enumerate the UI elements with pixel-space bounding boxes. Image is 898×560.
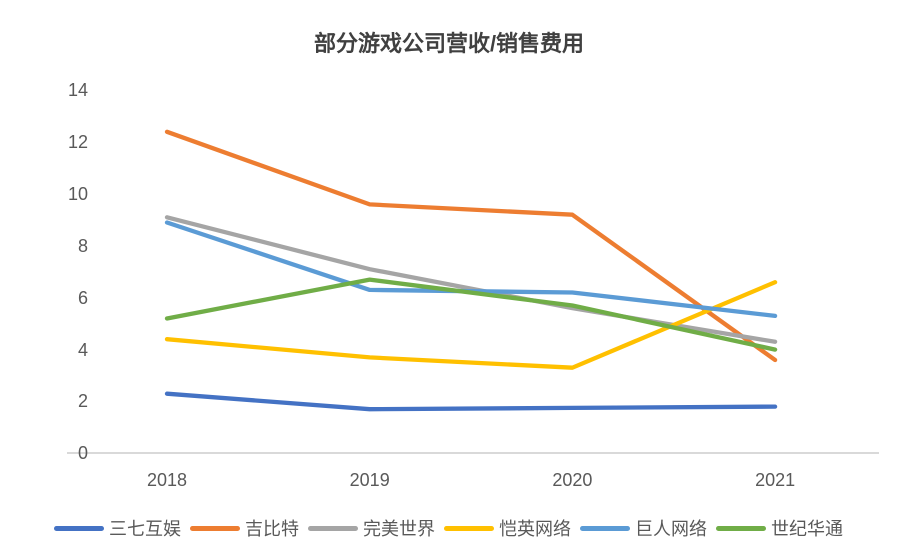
series-line-吉比特 [164,129,778,363]
series-line-三七互娱 [164,391,778,412]
legend-label: 三七互娱 [109,519,181,539]
x-axis-line [67,452,879,454]
legend-line-swatch [190,525,240,531]
legend-label: 吉比特 [245,519,299,539]
legend-item: 巨人网络 [580,515,707,541]
legend-item: 三七互娱 [54,515,181,541]
legend-label: 巨人网络 [635,519,707,539]
legend-line-swatch [308,525,358,531]
legend-label: 完美世界 [363,519,435,539]
legend-line-swatch [716,525,766,531]
chart-title: 部分游戏公司营收/销售费用 [313,31,585,56]
legend-item: 世纪华通 [716,515,843,541]
legend-line-swatch [444,525,494,531]
legend-line-swatch [580,525,630,531]
legend: 三七互娱 吉比特 完美世界 恺英网络 巨人网络 世纪华通 [0,515,898,541]
legend-line-swatch [54,525,104,531]
series-line-世纪华通 [164,277,778,352]
legend-label: 恺英网络 [499,519,571,539]
series-line-完美世界 [164,215,778,344]
legend-label: 世纪华通 [771,519,843,539]
legend-item: 恺英网络 [444,515,571,541]
series-line-恺英网络 [164,280,778,370]
legend-item: 完美世界 [308,515,435,541]
legend-item: 吉比特 [190,515,299,541]
